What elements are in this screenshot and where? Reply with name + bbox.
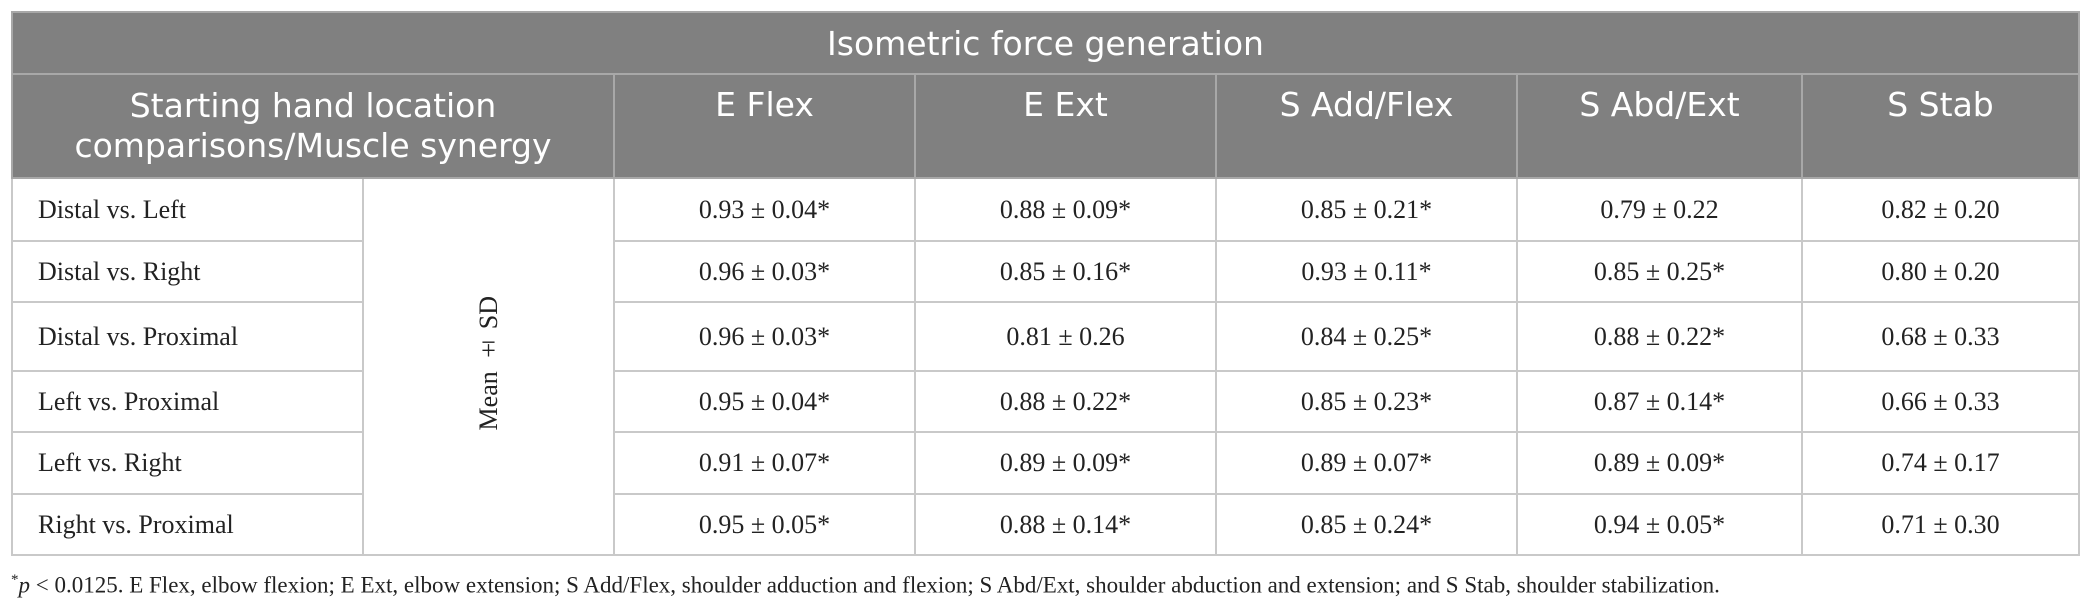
row-label: Left vs. Right xyxy=(11,431,364,495)
value-cell: 0.85 ± 0.24* xyxy=(1215,493,1518,556)
value-cell: 0.94 ± 0.05* xyxy=(1516,493,1803,556)
value-cell: 0.85 ± 0.25* xyxy=(1516,240,1803,303)
column-header: E Ext xyxy=(914,73,1217,179)
value-cell: 0.89 ± 0.09* xyxy=(914,431,1217,495)
data-row: Left vs. Proximal 0.95 ± 0.04* 0.88 ± 0.22… xyxy=(11,370,2081,433)
value-cell: 0.93 ± 0.11* xyxy=(1215,240,1518,303)
data-row: Distal vs. Right 0.96 ± 0.03* 0.85 ± 0.16*… xyxy=(11,240,2081,303)
value-cell: 0.96 ± 0.03* xyxy=(613,301,916,372)
table-body: Isometric force generation Starting hand … xyxy=(10,11,2081,556)
value-cell: 0.85 ± 0.21* xyxy=(1215,177,1518,242)
measure-cell: Mean ± SD xyxy=(362,177,615,556)
value-cell: 0.79 ± 0.22 xyxy=(1516,177,1803,242)
value-cell: 0.74 ± 0.17 xyxy=(1800,431,2081,495)
footnote-text: < 0.0125. E Flex, elbow flexion; E Ext, … xyxy=(30,572,1720,598)
value-cell: 0.95 ± 0.05* xyxy=(613,493,916,556)
column-header: Starting hand location comparisons/Muscl… xyxy=(11,73,615,179)
value-cell: 0.96 ± 0.03* xyxy=(613,240,916,303)
column-header: S Stab xyxy=(1800,73,2081,179)
value-cell: 0.88 ± 0.22* xyxy=(914,370,1217,433)
title-row: Isometric force generation xyxy=(10,11,2081,75)
value-cell: 0.88 ± 0.09* xyxy=(914,177,1217,242)
column-header: S Add/Flex xyxy=(1215,73,1518,179)
header-row: Starting hand location comparisons/Muscl… xyxy=(11,73,2081,179)
value-cell: 0.89 ± 0.09* xyxy=(1516,431,1803,495)
row-label: Right vs. Proximal xyxy=(11,493,364,556)
measure-label: Mean ± SD xyxy=(473,295,503,431)
value-cell: 0.71 ± 0.30 xyxy=(1800,493,2081,556)
value-cell: 0.85 ± 0.16* xyxy=(914,240,1217,303)
data-row: Right vs. Proximal 0.95 ± 0.05* 0.88 ± 0.1… xyxy=(11,493,2081,556)
value-cell: 0.89 ± 0.07* xyxy=(1215,431,1518,495)
value-cell: 0.81 ± 0.26 xyxy=(914,301,1217,372)
row-label: Distal vs. Left xyxy=(11,177,364,242)
table-title: Isometric force generation xyxy=(10,11,2081,75)
value-cell: 0.80 ± 0.20 xyxy=(1800,240,2081,303)
value-cell: 0.68 ± 0.33 xyxy=(1800,301,2081,372)
value-cell: 0.88 ± 0.14* xyxy=(914,493,1217,556)
value-cell: 0.84 ± 0.25* xyxy=(1215,301,1518,372)
value-cell: 0.88 ± 0.22* xyxy=(1516,301,1803,372)
data-table: Isometric force generation Starting hand … xyxy=(10,11,2081,556)
value-cell: 0.66 ± 0.33 xyxy=(1800,370,2081,433)
data-row: Distal vs. Proximal 0.96 ± 0.03* 0.81 ± 0.… xyxy=(11,301,2081,372)
footnote-variable: p xyxy=(18,572,31,598)
row-label: Left vs. Proximal xyxy=(11,370,364,433)
value-cell: 0.95 ± 0.04* xyxy=(613,370,916,433)
data-row: Distal vs. Left Mean ± SD 0.93 ± 0.04* 0.88… xyxy=(11,177,2081,556)
value-cell: 0.82 ± 0.20 xyxy=(1800,177,2081,242)
row-label: Distal vs. Proximal xyxy=(11,301,364,372)
value-cell: 0.87 ± 0.14* xyxy=(1516,370,1803,433)
value-cell: 0.85 ± 0.23* xyxy=(1215,370,1518,433)
footnote: *p < 0.0125. E Flex, elbow flexion; E Ex… xyxy=(11,572,1720,599)
data-row: Left vs. Right 0.91 ± 0.07* 0.89 ± 0.09* 0.… xyxy=(11,431,2081,495)
value-cell: 0.91 ± 0.07* xyxy=(613,431,916,495)
value-cell: 0.93 ± 0.04* xyxy=(613,177,916,242)
footnote-marker: * xyxy=(11,572,19,588)
column-header: E Flex xyxy=(613,73,916,179)
row-label: Distal vs. Right xyxy=(11,240,364,303)
column-header: S Abd/Ext xyxy=(1516,73,1803,179)
